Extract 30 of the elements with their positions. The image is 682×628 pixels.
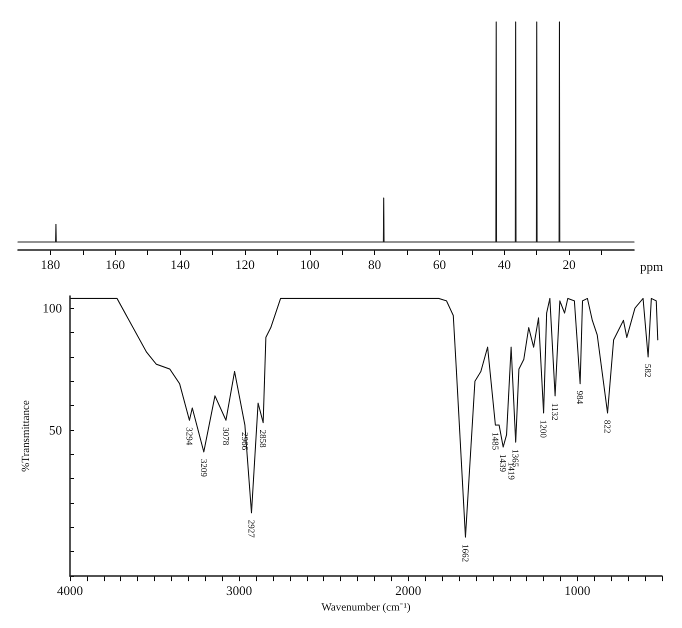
x-tick-label: 80 (368, 257, 382, 272)
x-tick-label: 20 (562, 257, 576, 272)
x-tick-label: 3000 (226, 583, 252, 598)
y-axis-title: %Transmittance (20, 400, 32, 472)
annotation: 984 (575, 390, 586, 405)
annotation: 1662 (460, 544, 470, 562)
x-tick-label: 100 (300, 257, 320, 272)
annotation: 1485 (490, 432, 500, 451)
x-tick-label: 2000 (395, 583, 422, 598)
x-tick-label: 40 (498, 257, 511, 272)
x-tick-label: 4000 (57, 583, 83, 598)
x-tick-label: 60 (432, 257, 446, 272)
annotation: 2927 (246, 520, 256, 538)
x-tick-label: 120 (235, 257, 255, 272)
x-axis-title: ppm (640, 259, 664, 274)
annotation: 2858 (258, 430, 268, 448)
annotation: 3078 (220, 427, 231, 446)
x-tick-label: 1000 (564, 583, 590, 598)
x-tick-label: 140 (170, 257, 190, 272)
annotation: 1200 (538, 420, 549, 438)
annotation: 822 (602, 420, 613, 434)
annotation: 1132 (550, 402, 560, 421)
y-tick-label: 50 (49, 422, 62, 438)
annotation: 1439 (498, 454, 508, 473)
annotation: 3294 (184, 427, 194, 446)
x-tick-label: 180 (40, 257, 60, 272)
x-axis-title: Wavenumber (cm⁻¹) (321, 602, 411, 614)
annotation: 3209 (198, 458, 209, 478)
x-tick-label: 160 (106, 257, 126, 272)
annotation: 582 (643, 364, 654, 378)
